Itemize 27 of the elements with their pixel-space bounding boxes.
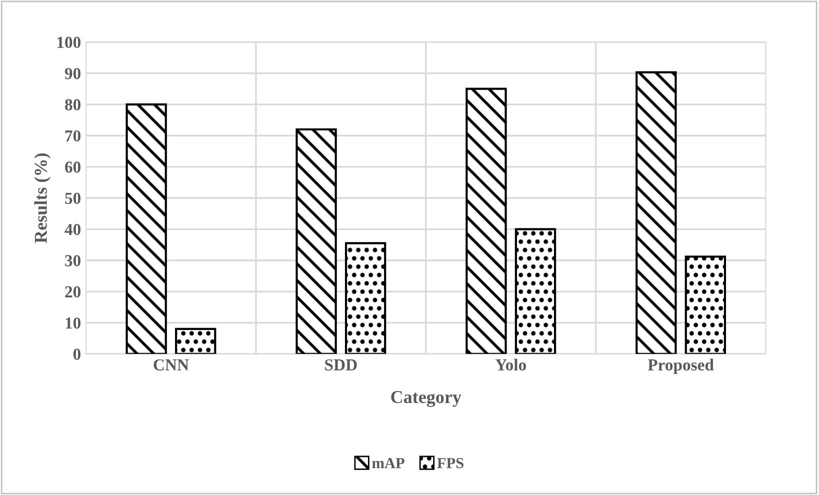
bar (175, 328, 216, 354)
bar (684, 256, 726, 354)
y-tick-label: 70 (65, 130, 80, 142)
x-tick-label: Proposed (648, 358, 714, 374)
y-tick-label: 60 (65, 162, 80, 173)
y-tick-label: 50 (65, 192, 80, 204)
bar (636, 71, 677, 354)
x-tick-label: CNN (154, 359, 189, 371)
legend-label: FPS (437, 458, 464, 468)
bar (466, 88, 507, 354)
y-tick-label: 10 (66, 317, 80, 329)
y-tick-label: 0 (73, 348, 80, 360)
y-tick-label: 90 (64, 68, 80, 80)
y-tick-label: 40 (64, 224, 80, 236)
bar (514, 228, 556, 354)
x-tick-label: Yolo (495, 358, 526, 371)
y-tick-label: 80 (65, 99, 80, 110)
bar (126, 103, 167, 354)
x-tick-label: SDD (325, 359, 357, 371)
y-tick-label: 30 (65, 255, 80, 266)
bar (296, 128, 337, 354)
y-axis-title: Results (%) (34, 153, 51, 244)
legend-label: mAP (372, 458, 404, 468)
bar (344, 242, 386, 354)
y-tick-label: 20 (65, 286, 80, 298)
x-axis-title: Category (391, 391, 462, 407)
y-tick-label: 100 (57, 36, 80, 48)
